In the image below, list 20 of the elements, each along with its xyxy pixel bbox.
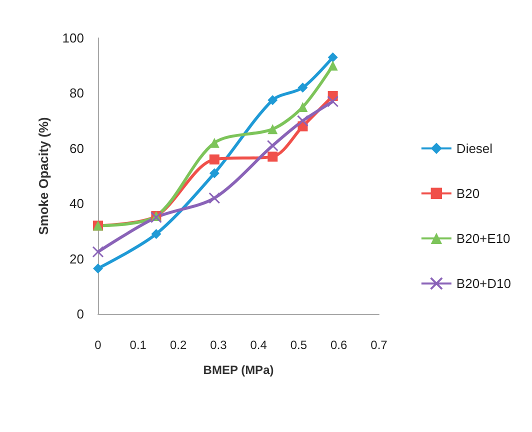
y-tick-label: 100 [62, 30, 84, 46]
x-tick-label: 0.6 [330, 338, 348, 352]
x-tick-label: 0.4 [250, 338, 268, 352]
y-tick-label: 40 [70, 196, 84, 212]
x-tick-label: 0.5 [290, 338, 308, 352]
y-tick-label: 80 [70, 86, 84, 101]
x-tick-label: 0.1 [130, 338, 147, 352]
legend-label: B20+D10 [456, 276, 512, 291]
x-tick-label: 0.3 [210, 338, 228, 352]
x-tick-label: 0.7 [370, 338, 388, 352]
y-tick-label: 20 [70, 251, 84, 266]
legend-label: B20+E10 [456, 230, 510, 246]
y-axis-title: Smoke Opacity (%) [36, 117, 51, 235]
y-tick-label: 0 [76, 306, 84, 322]
legend-label: B20 [456, 186, 480, 201]
legend-label: Diesel [456, 140, 493, 156]
x-axis-title: BMEP (MPa) [203, 363, 274, 377]
y-tick-label: 60 [70, 140, 84, 156]
x-tick-label: 0.2 [170, 338, 187, 352]
x-tick-label: 0 [94, 338, 102, 352]
